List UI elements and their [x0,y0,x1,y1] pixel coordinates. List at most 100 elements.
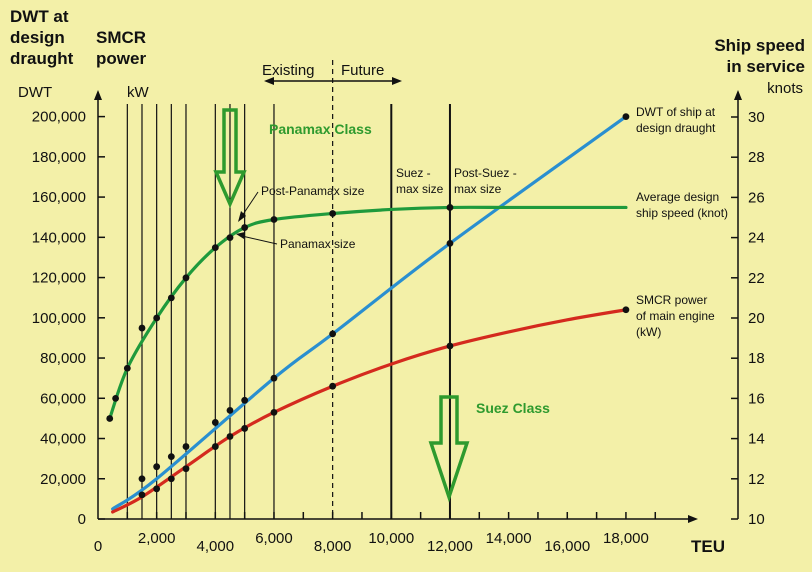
data-point [329,382,337,390]
panamax-class-label: Panamax Class [269,121,372,137]
data-point [211,419,219,426]
existing-label: Existing [262,62,315,79]
post-suez-max-size-label: max size [454,182,502,196]
x-tick-label: 0 [94,538,102,555]
power-series-label: of main engine [636,309,715,323]
data-point [138,491,146,499]
left-tick-label: 40,000 [40,431,86,448]
data-point [446,342,454,350]
right-tick-label: 20 [748,310,765,327]
x-tick-label: 16,000 [544,538,590,555]
data-point [446,204,454,211]
power-series-label: (kW) [636,325,661,339]
data-point [211,244,219,252]
right-axis-unit: knots [767,80,803,97]
data-point [446,239,454,247]
axes: 0 20,000 40,000 60,000 80,000 100,000 120,000 1… [32,90,765,556]
x-tick-label: 10,000 [368,530,414,547]
data-point [138,324,146,332]
left-tick-label: 0 [78,511,86,528]
power-unit: kW [127,84,150,101]
left-tick-label: 20,000 [40,471,86,488]
data-point [112,395,119,402]
data-point [182,465,190,473]
right-tick-label: 12 [748,471,765,488]
right-tick-label: 28 [748,149,765,166]
x-tick-label: 18,000 [603,530,649,547]
post-suez-max-size-label: Post-Suez - [454,166,517,180]
post-panamax-size-label: Post-Panamax size [261,184,365,198]
right-tick-label: 26 [748,189,765,206]
data-point [226,433,234,440]
data-point [106,415,114,422]
right-tick-label: 18 [748,350,765,367]
data-point [226,234,234,242]
data-point [622,113,630,120]
left-tick-label: 120,000 [32,270,86,287]
dwt-series-label: DWT of ship at [636,105,716,119]
data-point [138,475,146,483]
power-title: SMCR [96,28,146,47]
right-tick-label: 10 [748,511,765,528]
left-axis-title: draught [10,49,74,68]
data-point [241,425,249,432]
data-point [123,364,131,372]
right-tick-label: 30 [748,109,765,126]
data-point [153,314,161,322]
data-point [153,485,161,493]
left-axis-title: design [10,28,65,47]
suez-max-size-label: Suez - [396,166,431,180]
right-axis-title: Ship speed [714,36,805,55]
x-tick-label: 4,000 [197,538,235,555]
data-point [622,306,630,314]
x-tick-label: 12,000 [427,538,473,555]
right-axis-title: in service [727,57,805,76]
left-axis-unit: DWT [18,84,52,101]
left-tick-label: 60,000 [40,390,86,407]
data-point [211,443,219,450]
panamax-class-arrow [213,108,247,209]
data-point [167,294,175,302]
dwt-series-label: design draught [636,121,716,135]
power-series-label: SMCR power [636,293,707,307]
future-label: Future [341,62,384,79]
right-tick-label: 24 [748,230,765,247]
right-axis-arrow [734,90,742,100]
suez-class-arrow [428,395,470,503]
labels-group: DWT at design draught DWT SMCR power kW Ship sp… [10,7,805,503]
x-tick-label: 2,000 [138,530,176,547]
data-point [241,396,249,404]
panamax-size-label: Panamax size [280,237,356,251]
right-tick-label: 16 [748,390,765,407]
data-point [270,374,278,382]
data-point [241,224,249,231]
data-point [226,406,234,414]
series-line-0 [111,115,628,511]
suez-class-label: Suez Class [476,400,550,416]
left-tick-label: 180,000 [32,149,86,166]
data-point [182,443,190,450]
future-arrow-head [392,77,402,85]
data-point [167,453,175,461]
x-tick-label: 14,000 [486,530,532,547]
left-tick-label: 100,000 [32,310,86,327]
panamax-pointer-head [236,232,245,239]
x-axis-title: TEU [691,537,725,556]
post-panamax-pointer-head [238,211,246,222]
data-point [182,274,190,282]
speed-series-label: Average design [636,190,719,204]
left-tick-label: 80,000 [40,350,86,367]
right-tick-label: 22 [748,270,765,287]
data-point [270,216,278,223]
data-point [329,210,337,217]
suez-max-size-label: max size [396,182,444,196]
data-point [329,330,337,338]
left-axis-arrow [94,90,102,100]
data-point [167,475,175,483]
post-panamax-pointer [241,191,259,217]
x-tick-label: 8,000 [314,538,352,555]
data-point [270,408,278,416]
x-tick-label: 6,000 [255,530,293,547]
left-tick-label: 140,000 [32,229,86,246]
